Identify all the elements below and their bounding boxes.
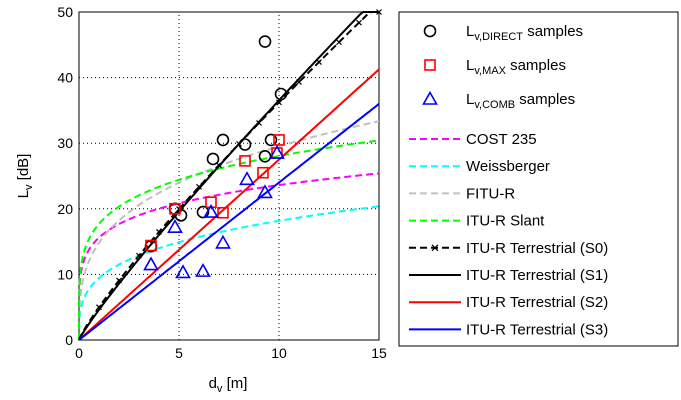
series-line-s3 xyxy=(78,103,380,341)
grid xyxy=(79,12,379,340)
sample-triangle xyxy=(143,256,159,271)
series-line-s0 xyxy=(78,11,379,341)
sample-circle xyxy=(216,133,230,147)
sample-triangle xyxy=(167,219,183,233)
sample-circle xyxy=(238,138,252,151)
sample-circle xyxy=(206,152,220,166)
legend-x-marker xyxy=(431,244,439,252)
legend-marker-circle xyxy=(423,24,437,38)
series-line-s2 xyxy=(78,68,380,341)
series-line-fitur xyxy=(78,120,380,341)
sample-circle xyxy=(174,209,188,222)
y-tick-label: 20 xyxy=(57,201,73,217)
sample-square xyxy=(205,196,217,209)
legend-label: Lv,COMB samples xyxy=(466,91,575,111)
sample-square xyxy=(239,155,251,167)
y-tick-label: 40 xyxy=(57,70,73,86)
y-axis-label: Lv [dB] xyxy=(15,154,35,199)
sample-triangle xyxy=(203,203,219,218)
legend-label: ITU-R Terrestrial (S3) xyxy=(466,321,608,338)
y-tick-label: 30 xyxy=(57,135,73,151)
sample-triangle xyxy=(215,234,231,249)
legend-label: ITU-R Terrestrial (S0) xyxy=(466,240,608,257)
sample-circle xyxy=(258,35,272,48)
sample-triangle xyxy=(195,262,211,277)
legend-label: ITU-R Slant xyxy=(466,213,545,230)
sample-square xyxy=(145,239,157,252)
legend-marker-triangle xyxy=(422,90,438,105)
x-tick-label: 10 xyxy=(271,345,287,361)
sample-circle xyxy=(258,150,272,163)
y-tick-label: 0 xyxy=(65,332,73,348)
sample-square xyxy=(169,203,181,215)
legend-label: ITU-R Terrestrial (S1) xyxy=(466,267,608,284)
legend-label: COST 235 xyxy=(466,131,537,148)
series-line-weissberger xyxy=(78,205,380,341)
legend-box xyxy=(398,11,679,347)
y-tick-label: 10 xyxy=(57,266,73,282)
series-line-slant xyxy=(78,139,380,341)
legend-label: ITU-R Terrestrial (S2) xyxy=(466,294,608,311)
sample-triangle xyxy=(257,184,273,199)
series-line-cost235 xyxy=(78,172,380,341)
x-tick-label: 0 xyxy=(75,345,83,361)
legend-label: FITU-R xyxy=(466,185,515,202)
legend-label: Lv,MAX samples xyxy=(466,57,566,77)
tick-labels: 0 5 10 15 0 10 20 30 40 50 xyxy=(57,4,387,361)
legend-marker-square xyxy=(424,59,436,71)
y-tick-label: 50 xyxy=(57,4,73,20)
plot-area xyxy=(78,11,380,341)
sample-triangle xyxy=(269,144,285,159)
series-group xyxy=(78,9,382,341)
x-axis-label: dv [m] xyxy=(209,375,248,395)
legend-label: Lv,DIRECT samples xyxy=(466,23,583,43)
sample-circle xyxy=(264,133,278,147)
sample-square xyxy=(217,206,229,219)
x-tick-label: 5 xyxy=(175,345,183,361)
sample-square xyxy=(257,166,269,179)
sample-circle xyxy=(274,87,288,101)
sample-triangle xyxy=(175,264,191,279)
sample-circle xyxy=(196,205,210,219)
series-x-marker xyxy=(356,19,362,26)
sample-square xyxy=(273,134,285,146)
markers-group xyxy=(143,35,288,279)
legend-label: Weissberger xyxy=(466,158,550,175)
series-x-marker xyxy=(196,183,202,190)
series-x-marker xyxy=(336,39,342,46)
x-tick-label: 15 xyxy=(371,345,387,361)
legend: Lv,DIRECT samples Lv,MAX samples Lv,COMB s… xyxy=(409,23,608,338)
sample-triangle xyxy=(239,171,255,186)
